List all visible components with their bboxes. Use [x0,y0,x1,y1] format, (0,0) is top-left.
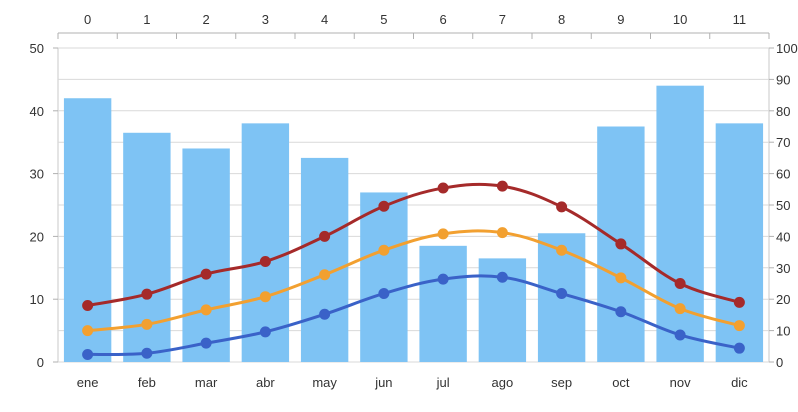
category-label: sep [551,375,572,390]
line-point [319,308,331,320]
line-point [556,288,568,300]
right-axis-tick-label: 0 [776,355,783,370]
top-axis-tick-label: 3 [262,12,269,27]
category-label: ene [77,375,99,390]
line-point [319,269,331,281]
bar [656,85,704,363]
line-point [733,342,745,354]
left-axis-tick-label: 40 [30,104,44,119]
line-point [615,272,627,284]
top-axis-tick-label: 6 [440,12,447,27]
bar [300,157,349,362]
bar [241,123,290,362]
bar [419,245,467,362]
axes: 0 1 2 3 4 5 6 7 8 9 10 11 0 10 20 30 40 50 0 10 20 30 40 50 60 70… [30,12,798,390]
right-axis-tick-label: 100 [776,41,798,56]
bar-series [63,85,764,363]
line-point [674,303,686,315]
top-axis-tick-label: 7 [499,12,506,27]
line-point [259,291,271,303]
top-axis-tick-label: 10 [673,12,687,27]
top-axis-tick-label: 0 [84,12,91,27]
left-axis-tick-label: 30 [30,167,44,182]
top-axis-tick-label: 9 [617,12,624,27]
left-axis-tick-label: 10 [30,292,44,307]
line-point [378,288,390,300]
right-axis-tick-label: 30 [776,261,790,276]
line-point [437,228,449,240]
line-point [200,268,212,280]
line-point [437,182,449,194]
bar [63,98,112,363]
category-label: dic [731,375,748,390]
line-point [200,304,212,316]
line-series [82,180,745,360]
top-axis-tick-label: 8 [558,12,565,27]
left-axis-tick-label: 0 [37,355,44,370]
category-label: feb [138,375,156,390]
line-point [556,201,568,213]
line-point [437,273,449,285]
category-label: ago [492,375,514,390]
top-axis-tick-label: 4 [321,12,328,27]
line-point [615,238,627,250]
right-axis-tick-label: 80 [776,104,790,119]
category-label: mar [195,375,218,390]
category-label: abr [256,375,275,390]
line-point [200,337,212,349]
line-point [556,244,568,256]
line-point [141,347,153,359]
right-axis-tick-label: 40 [776,229,790,244]
line-point [259,326,271,338]
line-point [82,325,94,337]
grid-lines [57,47,770,363]
line-point [496,271,508,283]
right-axis-tick-label: 60 [776,167,790,182]
category-label: jul [436,375,450,390]
line-point [82,299,94,311]
category-label: oct [612,375,630,390]
left-axis-tick-label: 20 [30,229,44,244]
line-point [259,256,271,268]
top-axis-tick-label: 1 [143,12,150,27]
line-point [319,230,331,242]
line-point [496,180,508,192]
line-point [674,329,686,341]
right-axis-tick-label: 10 [776,324,790,339]
category-label: nov [670,375,691,390]
line-point [496,227,508,239]
line-point [733,296,745,308]
line-point [378,244,390,256]
line-point [378,200,390,212]
top-axis-tick-label: 5 [380,12,387,27]
category-label: may [312,375,337,390]
line-point [141,318,153,330]
left-axis-tick-label: 50 [30,41,44,56]
line-point [674,278,686,289]
line-point [615,306,627,318]
line-point [141,288,153,300]
bar [360,192,408,362]
right-axis-tick-label: 90 [776,72,790,87]
top-axis-tick-label: 2 [203,12,210,27]
right-axis-tick-label: 20 [776,292,790,307]
line-point [733,320,745,332]
bar [182,148,230,362]
right-axis-tick-label: 70 [776,135,790,150]
category-label: jun [374,375,392,390]
line-point [82,348,94,360]
top-axis-tick-label: 11 [733,12,747,27]
right-axis-tick-label: 50 [776,198,790,213]
